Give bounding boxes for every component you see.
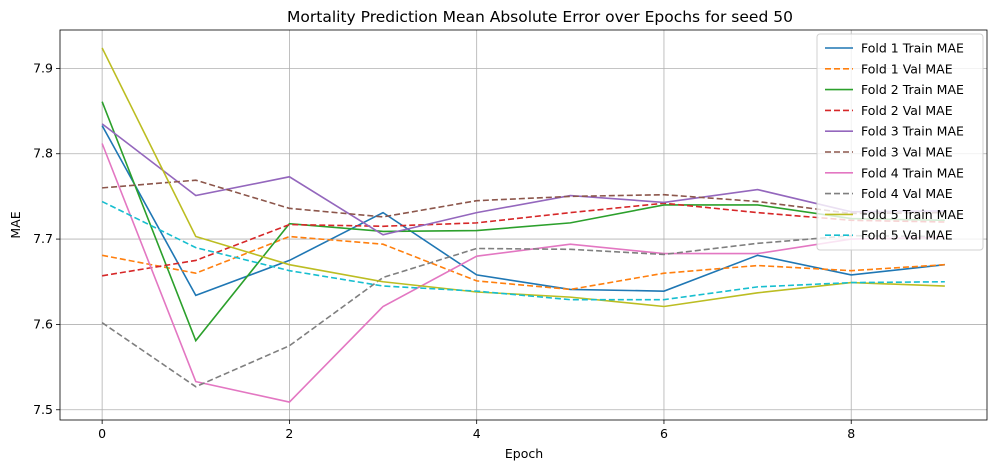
series-lines bbox=[101, 47, 945, 403]
y-tick-label: 7.5 bbox=[33, 402, 53, 417]
legend-label: Fold 3 Train MAE bbox=[861, 124, 964, 139]
series-line-6 bbox=[102, 179, 945, 218]
legend: Fold 1 Train MAE Fold 1 Val MAE Fold 2 Tra… bbox=[816, 33, 984, 251]
x-tick-label: 4 bbox=[473, 426, 481, 441]
legend-label: Fold 3 Val MAE bbox=[861, 145, 953, 160]
x-tick-label: 0 bbox=[98, 426, 106, 441]
legend-label: Fold 5 Val MAE bbox=[861, 228, 953, 243]
y-axis: 7.5 7.6 7.7 7.8 7.9 bbox=[33, 60, 60, 417]
y-axis-label: MAE bbox=[8, 211, 23, 238]
y-tick-label: 7.8 bbox=[33, 146, 53, 161]
y-tick-label: 7.7 bbox=[33, 231, 53, 246]
x-axis: 0 2 4 6 8 bbox=[98, 420, 855, 441]
plot-area-frame bbox=[59, 29, 988, 421]
x-tick-label: 2 bbox=[285, 426, 293, 441]
x-tick-label: 6 bbox=[660, 426, 668, 441]
series-line-10 bbox=[101, 200, 945, 301]
x-tick-label: 8 bbox=[847, 426, 855, 441]
series-line-3 bbox=[101, 101, 945, 343]
legend-label: Fold 2 Val MAE bbox=[861, 103, 953, 118]
legend-label: Fold 4 Val MAE bbox=[861, 186, 953, 201]
series-line-2 bbox=[101, 235, 945, 291]
series-line-1 bbox=[101, 125, 945, 297]
series-line-7 bbox=[101, 143, 945, 403]
chart-title: Mortality Prediction Mean Absolute Error… bbox=[287, 8, 793, 26]
x-axis-label: Epoch bbox=[505, 446, 543, 461]
legend-label: Fold 1 Train MAE bbox=[861, 41, 964, 56]
legend-box bbox=[816, 33, 984, 251]
series-line-9 bbox=[101, 47, 945, 308]
y-tick-label: 7.6 bbox=[33, 316, 53, 331]
series-line-4 bbox=[102, 202, 945, 277]
legend-label: Fold 1 Val MAE bbox=[861, 61, 953, 76]
series-line-5 bbox=[101, 123, 945, 236]
legend-label: Fold 5 Train MAE bbox=[861, 207, 964, 222]
legend-label: Fold 4 Train MAE bbox=[861, 165, 964, 180]
series-line-8 bbox=[101, 234, 945, 388]
legend-label: Fold 2 Train MAE bbox=[861, 82, 964, 97]
y-tick-label: 7.9 bbox=[33, 60, 53, 75]
